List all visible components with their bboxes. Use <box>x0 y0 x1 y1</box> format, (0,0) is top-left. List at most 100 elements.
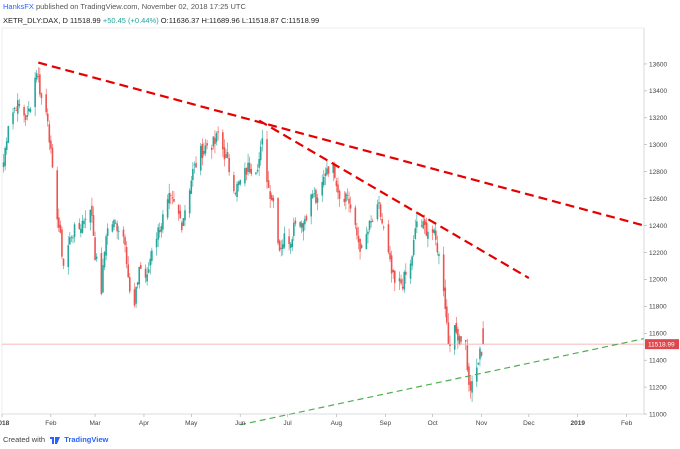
candle-body <box>305 216 308 221</box>
candle-body <box>477 362 480 365</box>
price-axis[interactable]: 11000 11200 11400 11600 11800 12000 12200 12400… <box>643 28 667 418</box>
price-tick-label: 11000 <box>649 411 667 418</box>
candle-body <box>223 147 226 160</box>
candle-body <box>124 236 126 246</box>
time-tick-label: Jul <box>283 420 292 427</box>
tradingview-brand[interactable]: TradingView <box>64 435 109 444</box>
candle-body <box>371 221 374 223</box>
time-tick-label: May <box>185 420 198 427</box>
candle-body <box>140 265 142 269</box>
candle-body <box>168 193 171 204</box>
candle-body <box>181 222 183 230</box>
candle-body <box>48 124 51 143</box>
author-link[interactable]: HanksFX <box>3 2 34 11</box>
price-tick-label: 11600 <box>649 331 667 338</box>
time-axis[interactable]: 2018 Feb Mar Apr May Jun Jul Aug Sep Oct Nov Dec 201… <box>0 413 644 427</box>
candle-body <box>272 197 275 202</box>
candle-body <box>313 193 316 195</box>
candle-body <box>479 348 481 360</box>
candle-body <box>442 254 445 292</box>
candle-body <box>255 172 257 175</box>
candle-body <box>162 214 164 230</box>
candle-body <box>403 271 406 290</box>
candle-body <box>214 137 216 145</box>
price-tick-label: 11800 <box>649 304 667 311</box>
candle-body <box>92 215 95 236</box>
candle-body <box>322 176 325 186</box>
candle-body <box>67 245 70 268</box>
candle-body <box>354 207 357 225</box>
created-with-text: Created with <box>3 435 46 444</box>
price-tick-label: 13400 <box>649 88 667 95</box>
support-trendline <box>240 338 645 426</box>
candle-body <box>173 199 175 202</box>
candle-body <box>69 237 71 245</box>
candle-body <box>471 381 473 393</box>
open-value: O:11636.37 <box>160 16 200 25</box>
candle-body <box>239 180 241 185</box>
candle-body <box>72 237 74 239</box>
candle-body <box>281 244 284 250</box>
candle-body <box>12 112 14 125</box>
symbol-label: XETR_DLY:DAX, D <box>3 16 68 25</box>
tradingview-logo-icon <box>50 436 61 444</box>
candle-body <box>50 140 52 149</box>
time-tick-label: 2019 <box>571 420 586 427</box>
candle-body <box>378 202 380 204</box>
candle-body <box>210 147 213 151</box>
candle-body <box>455 322 458 333</box>
candle-body <box>321 181 324 196</box>
close-value: C:11518.99 <box>280 16 320 25</box>
candle-body <box>291 239 294 248</box>
candle-body <box>357 235 360 243</box>
candle-body <box>128 277 131 292</box>
candle-body <box>245 168 248 175</box>
price-tick-label: 12000 <box>649 277 667 284</box>
resistance-trendline <box>258 119 530 279</box>
candle-body <box>389 252 391 260</box>
footer: Created with TradingView <box>0 431 680 449</box>
price-tick-label: 12800 <box>649 169 667 176</box>
candle-body <box>338 190 341 199</box>
candle-body <box>356 227 358 236</box>
candle-body <box>39 74 41 95</box>
candle-body <box>201 143 204 159</box>
candle-body <box>458 336 461 345</box>
candle-body <box>212 136 215 147</box>
candle-body <box>204 145 207 154</box>
candle-body <box>147 269 150 273</box>
candle-body <box>24 115 27 120</box>
candle-body <box>146 274 148 282</box>
publish-info: HanksFX published on TradingView.com, No… <box>0 0 680 14</box>
candle-body <box>261 138 264 145</box>
candle-body <box>401 286 404 289</box>
candle-body <box>190 180 193 194</box>
candle-body <box>438 254 440 257</box>
candle-body <box>449 344 451 347</box>
time-tick-label: Sep <box>380 420 392 427</box>
candle-body <box>228 157 230 173</box>
candle-body <box>409 263 412 279</box>
price-tick-label: 12200 <box>649 250 667 257</box>
candle-body <box>136 282 139 285</box>
candle-body <box>436 242 439 253</box>
candle-body <box>70 236 73 238</box>
candle-body <box>244 168 246 184</box>
candle-body <box>365 234 368 250</box>
candle-body <box>45 94 47 113</box>
candle-body <box>425 221 428 236</box>
candle-body <box>433 229 436 234</box>
candle-body <box>95 256 98 259</box>
candle-body <box>138 266 141 285</box>
time-tick-label: Oct <box>428 420 438 427</box>
candle-body <box>315 189 317 203</box>
candle-body <box>5 141 8 151</box>
candle-body <box>105 236 107 256</box>
candle-body <box>203 150 205 155</box>
candle-body <box>111 224 114 232</box>
candle-body <box>259 146 262 161</box>
candle-body <box>332 164 335 173</box>
time-tick-label: Jun <box>235 420 246 427</box>
last-price-label: 11518.99 <box>648 342 675 349</box>
